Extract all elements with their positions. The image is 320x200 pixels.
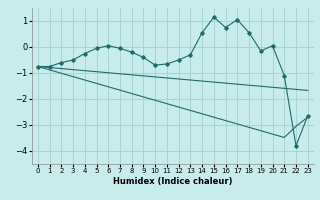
X-axis label: Humidex (Indice chaleur): Humidex (Indice chaleur) [113, 177, 233, 186]
